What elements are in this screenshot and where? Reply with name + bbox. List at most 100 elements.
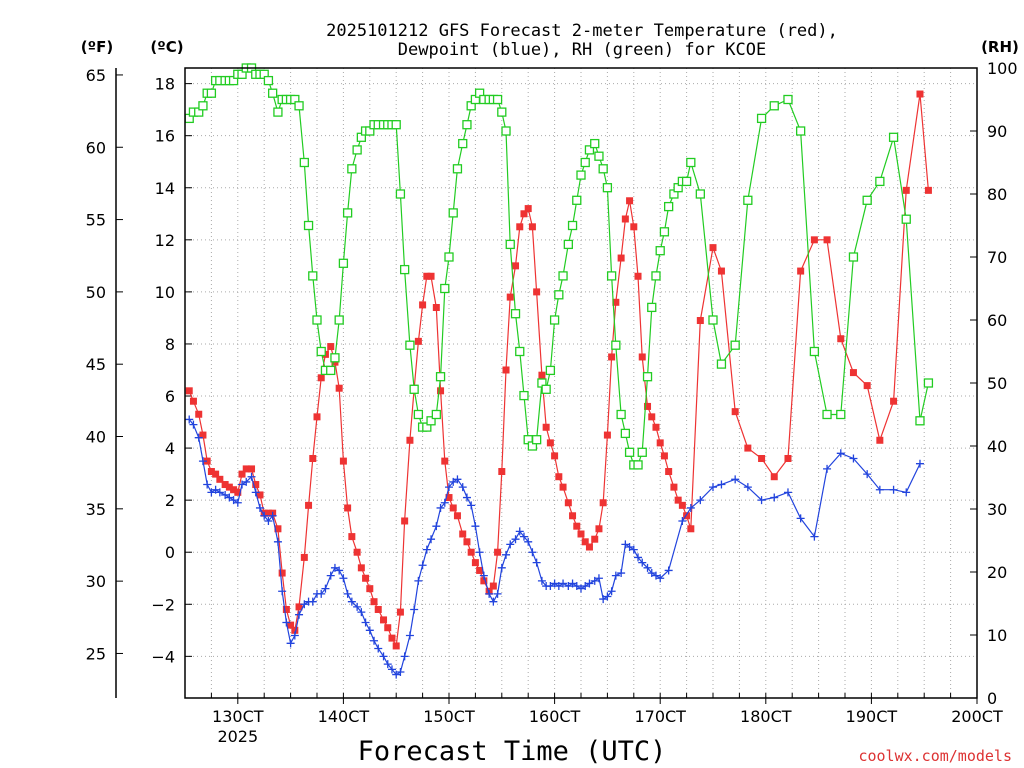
rh-point — [616, 409, 626, 420]
temperature-point — [480, 577, 488, 585]
dewpoint-point — [629, 545, 638, 554]
rh-point — [708, 315, 718, 325]
temperature-point — [569, 512, 577, 520]
rh-point — [743, 195, 753, 205]
temperature-point — [559, 483, 567, 491]
rh-point — [558, 271, 568, 281]
temperature-point — [717, 267, 725, 275]
rh-point — [330, 353, 340, 363]
rh-point — [809, 346, 820, 357]
rh-tick-label: 40 — [987, 437, 1007, 456]
rh-point — [875, 176, 885, 187]
rh-point — [901, 214, 911, 224]
dewpoint-point — [889, 485, 898, 494]
dewpoint-point — [617, 569, 626, 578]
rh-point — [435, 372, 446, 382]
rh-point — [267, 88, 278, 98]
dewpoint-point — [493, 589, 502, 598]
temperature-point — [538, 371, 546, 379]
dewpoint-point — [594, 574, 603, 583]
dewpoint-point — [485, 589, 494, 598]
temperature-point — [384, 624, 392, 632]
rh-point — [505, 239, 515, 250]
dewpoint-point — [621, 540, 630, 549]
celsius-tick-label: 8 — [165, 335, 175, 354]
dewpoint-point — [638, 558, 647, 567]
rh-point — [492, 94, 503, 105]
rh-point — [316, 346, 326, 357]
dewpoint-point — [242, 477, 251, 486]
temperature-point — [225, 483, 233, 491]
temperature-point — [890, 397, 898, 405]
dewpoint-point — [550, 579, 559, 588]
temperature-point — [305, 501, 313, 509]
temperature-point — [374, 605, 382, 613]
dewpoint-point — [207, 488, 216, 497]
rh-point — [308, 271, 318, 281]
rh-point — [836, 409, 846, 420]
rh-point — [915, 416, 925, 426]
celsius-tick-label: 10 — [155, 283, 175, 302]
temperature-point — [652, 423, 660, 431]
rh-point — [541, 384, 551, 394]
rh-tick-label: 90 — [987, 122, 1007, 141]
dewpoint-point — [330, 563, 339, 572]
rh-point — [431, 409, 441, 420]
chart-title-line1: 2025101212 GFS Forecast 2-meter Temperat… — [326, 21, 838, 41]
temperature-point — [437, 387, 445, 395]
dewpoint-point — [743, 483, 752, 492]
dewpoint-point — [651, 571, 660, 580]
dewpoint-point — [189, 420, 198, 429]
dewpoint-point — [374, 644, 383, 653]
rh-point — [642, 372, 653, 382]
temperature-point — [189, 397, 197, 405]
x-tick-label: 150CT — [423, 707, 475, 726]
rh-point — [294, 101, 304, 111]
celsius-tick-label: 0 — [165, 543, 175, 562]
rh-point — [567, 220, 578, 231]
temperature-point — [419, 301, 427, 309]
rh-point — [783, 94, 793, 105]
dewpoint-point — [453, 475, 462, 484]
dewpoint-point — [590, 576, 599, 585]
temperature-point — [274, 525, 282, 533]
rh-point — [352, 145, 362, 155]
temperature-point — [591, 535, 599, 543]
dewpoint-point — [343, 589, 352, 598]
dewpoint-point — [810, 532, 819, 541]
temperature-point — [195, 410, 203, 418]
temperature-point — [516, 223, 524, 231]
rh-point — [822, 409, 832, 420]
temperature-point — [603, 431, 611, 439]
temperature-point — [370, 598, 378, 606]
x-tick-label: 130CT — [212, 707, 264, 726]
rh-point — [795, 126, 806, 136]
temperature-point — [380, 616, 388, 624]
rh-point — [598, 164, 608, 174]
temperature-point — [392, 642, 400, 650]
temperature-point — [555, 473, 563, 481]
rh-point — [303, 220, 314, 231]
temperature-point — [252, 481, 260, 489]
rh-point — [413, 409, 424, 420]
dewpoint-point — [264, 516, 273, 525]
temperature-point — [291, 626, 299, 634]
temperature-point — [309, 454, 317, 462]
dewpoint-point — [770, 493, 779, 502]
rh-point — [637, 447, 647, 457]
dewpoint-point — [902, 488, 911, 497]
rh-point — [515, 346, 525, 357]
temperature-point — [287, 621, 295, 629]
temperature-point — [573, 522, 581, 530]
rh-point — [554, 290, 564, 300]
dewpoint-point — [432, 522, 441, 531]
dewpoint-point — [497, 563, 506, 572]
dewpoint-point — [286, 639, 295, 648]
temperature-point — [648, 413, 656, 421]
temperature-point — [512, 262, 520, 270]
temperature-point — [498, 468, 506, 476]
temperature-point — [463, 538, 471, 546]
dewpoint-point — [247, 472, 256, 481]
